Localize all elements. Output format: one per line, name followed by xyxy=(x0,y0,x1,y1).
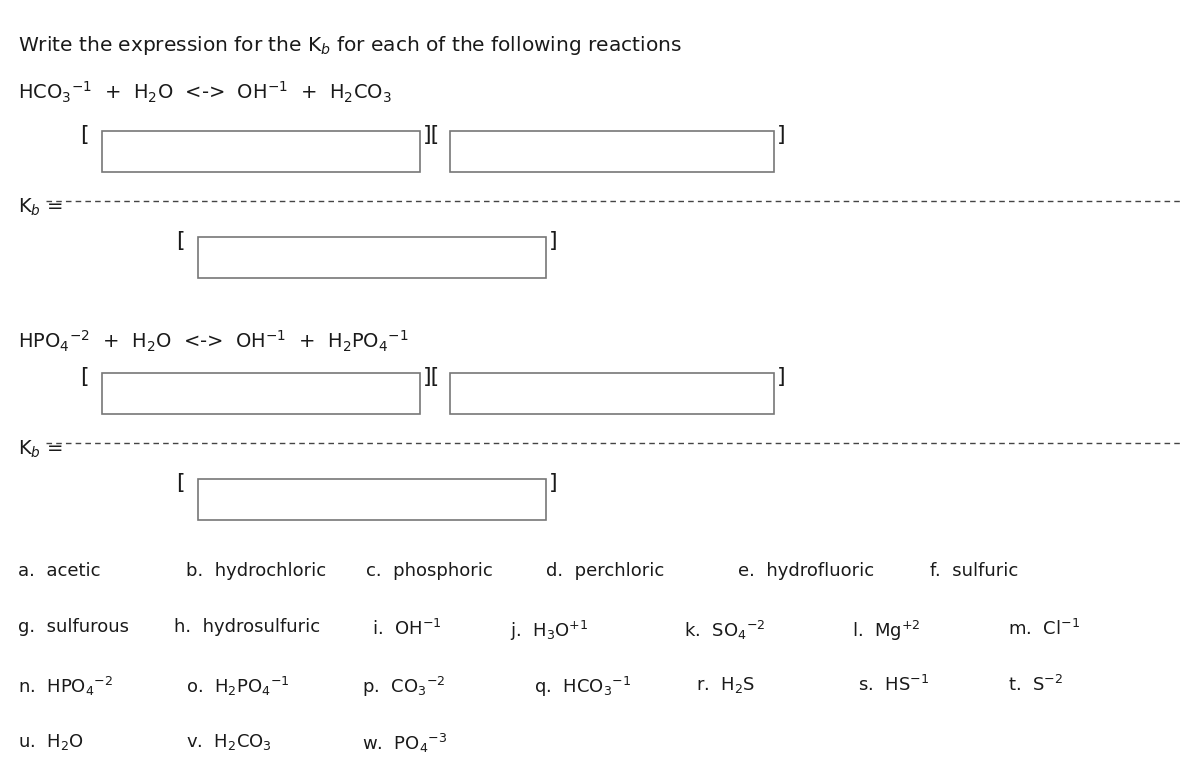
Bar xyxy=(102,130,420,172)
Bar xyxy=(450,130,774,172)
Text: g.  sulfurous: g. sulfurous xyxy=(18,618,130,637)
Text: r.  H$_2$S: r. H$_2$S xyxy=(696,675,755,695)
Text: p.  CO$_3$$^{-2}$: p. CO$_3$$^{-2}$ xyxy=(362,675,446,699)
Text: Write the expression for the K$_b$ for each of the following reactions: Write the expression for the K$_b$ for e… xyxy=(18,34,682,57)
Text: l.  Mg$^{+2}$: l. Mg$^{+2}$ xyxy=(852,618,920,643)
Text: u.  H$_2$O: u. H$_2$O xyxy=(18,732,84,752)
Text: [: [ xyxy=(80,367,89,387)
Text: ][: ][ xyxy=(422,124,439,145)
Text: e.  hydrofluoric: e. hydrofluoric xyxy=(738,562,874,580)
Text: ]: ] xyxy=(548,230,557,251)
Bar xyxy=(198,236,546,278)
Text: c.  phosphoric: c. phosphoric xyxy=(366,562,493,580)
Text: ]: ] xyxy=(776,367,785,387)
Bar xyxy=(102,373,420,415)
Bar xyxy=(198,479,546,521)
Text: HPO$_4$$^{-2}$  +  H$_2$O  <->  OH$^{-1}$  +  H$_2$PO$_4$$^{-1}$: HPO$_4$$^{-2}$ + H$_2$O <-> OH$^{-1}$ + … xyxy=(18,329,409,354)
Text: n.  HPO$_4$$^{-2}$: n. HPO$_4$$^{-2}$ xyxy=(18,675,113,699)
Text: m.  Cl$^{-1}$: m. Cl$^{-1}$ xyxy=(1008,618,1080,639)
Text: ]: ] xyxy=(776,124,785,145)
Text: [: [ xyxy=(80,124,89,145)
Text: K$_b$ =: K$_b$ = xyxy=(18,439,62,460)
Text: i.  OH$^{-1}$: i. OH$^{-1}$ xyxy=(372,618,442,639)
Text: d.  perchloric: d. perchloric xyxy=(546,562,665,580)
Bar xyxy=(450,373,774,415)
Text: v.  H$_2$CO$_3$: v. H$_2$CO$_3$ xyxy=(186,732,272,752)
Text: w.  PO$_4$$^{-3}$: w. PO$_4$$^{-3}$ xyxy=(362,732,448,755)
Text: k.  SO$_4$$^{-2}$: k. SO$_4$$^{-2}$ xyxy=(684,618,766,642)
Text: ][: ][ xyxy=(422,367,439,387)
Text: f.  sulfuric: f. sulfuric xyxy=(930,562,1019,580)
Text: a.  acetic: a. acetic xyxy=(18,562,101,580)
Text: ]: ] xyxy=(548,472,557,493)
Text: j.  H$_3$O$^{+1}$: j. H$_3$O$^{+1}$ xyxy=(510,618,588,643)
Text: HCO$_3$$^{-1}$  +  H$_2$O  <->  OH$^{-1}$  +  H$_2$CO$_3$: HCO$_3$$^{-1}$ + H$_2$O <-> OH$^{-1}$ + … xyxy=(18,79,392,104)
Text: [: [ xyxy=(176,230,185,251)
Text: [: [ xyxy=(176,472,185,493)
Text: s.  HS$^{-1}$: s. HS$^{-1}$ xyxy=(858,675,929,696)
Text: o.  H$_2$PO$_4$$^{-1}$: o. H$_2$PO$_4$$^{-1}$ xyxy=(186,675,289,699)
Text: b.  hydrochloric: b. hydrochloric xyxy=(186,562,326,580)
Text: t.  S$^{-2}$: t. S$^{-2}$ xyxy=(1008,675,1063,696)
Text: h.  hydrosulfuric: h. hydrosulfuric xyxy=(174,618,320,637)
Text: q.  HCO$_3$$^{-1}$: q. HCO$_3$$^{-1}$ xyxy=(534,675,631,699)
Text: K$_b$ =: K$_b$ = xyxy=(18,197,62,218)
